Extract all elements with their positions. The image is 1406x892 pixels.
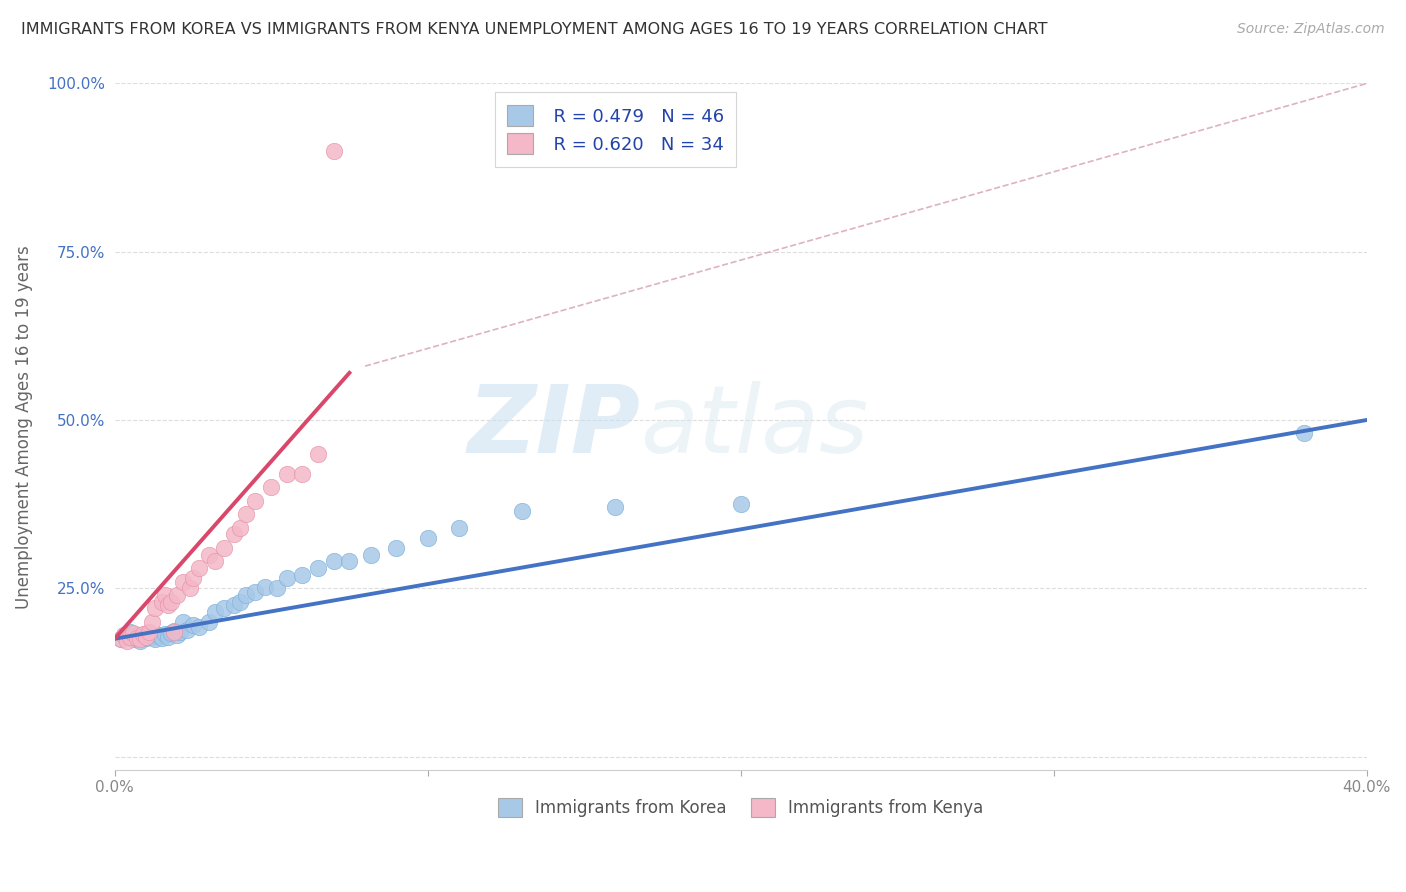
Point bbox=[222, 527, 245, 541]
Point bbox=[307, 447, 329, 461]
Point bbox=[276, 571, 298, 585]
Point bbox=[169, 625, 191, 640]
Point bbox=[1294, 426, 1316, 441]
Point bbox=[150, 631, 173, 645]
Point bbox=[128, 632, 150, 647]
Point bbox=[125, 628, 148, 642]
Text: atlas: atlas bbox=[641, 381, 869, 472]
Point bbox=[179, 581, 201, 595]
Point bbox=[135, 630, 157, 644]
Point bbox=[122, 632, 145, 646]
Text: Source: ZipAtlas.com: Source: ZipAtlas.com bbox=[1237, 22, 1385, 37]
Point bbox=[222, 598, 245, 612]
Point bbox=[172, 574, 194, 589]
Point bbox=[181, 571, 204, 585]
Point bbox=[339, 554, 361, 568]
Point bbox=[122, 626, 145, 640]
Point bbox=[197, 548, 219, 562]
Point bbox=[291, 567, 314, 582]
Point bbox=[416, 531, 439, 545]
Text: IMMIGRANTS FROM KOREA VS IMMIGRANTS FROM KENYA UNEMPLOYMENT AMONG AGES 16 TO 19 : IMMIGRANTS FROM KOREA VS IMMIGRANTS FROM… bbox=[21, 22, 1047, 37]
Point bbox=[120, 625, 142, 640]
Point bbox=[141, 630, 163, 644]
Point bbox=[360, 548, 382, 562]
Point bbox=[128, 633, 150, 648]
Point bbox=[291, 467, 314, 481]
Point bbox=[160, 625, 183, 640]
Point bbox=[120, 630, 142, 644]
Point bbox=[245, 584, 267, 599]
Point bbox=[188, 620, 211, 634]
Point bbox=[266, 581, 288, 595]
Point bbox=[212, 601, 235, 615]
Y-axis label: Unemployment Among Ages 16 to 19 years: Unemployment Among Ages 16 to 19 years bbox=[15, 244, 32, 608]
Point bbox=[115, 633, 138, 648]
Point bbox=[143, 601, 166, 615]
Point bbox=[160, 595, 183, 609]
Point bbox=[153, 627, 176, 641]
Point bbox=[135, 627, 157, 641]
Point bbox=[143, 632, 166, 647]
Point bbox=[150, 595, 173, 609]
Point bbox=[307, 561, 329, 575]
Point bbox=[156, 630, 179, 644]
Legend: Immigrants from Korea, Immigrants from Kenya: Immigrants from Korea, Immigrants from K… bbox=[492, 791, 990, 823]
Point bbox=[148, 628, 170, 642]
Point bbox=[112, 628, 135, 642]
Point bbox=[166, 628, 188, 642]
Text: ZIP: ZIP bbox=[468, 381, 641, 473]
Point bbox=[163, 624, 186, 639]
Point bbox=[153, 588, 176, 602]
Point bbox=[730, 497, 752, 511]
Point bbox=[163, 625, 186, 640]
Point bbox=[172, 615, 194, 629]
Point bbox=[447, 521, 470, 535]
Point bbox=[204, 554, 226, 568]
Point bbox=[135, 631, 157, 645]
Point bbox=[322, 144, 344, 158]
Point bbox=[253, 580, 276, 594]
Point bbox=[176, 623, 198, 637]
Point bbox=[110, 632, 132, 646]
Point bbox=[245, 493, 267, 508]
Point bbox=[132, 627, 155, 641]
Point bbox=[156, 598, 179, 612]
Point bbox=[229, 595, 252, 609]
Point bbox=[235, 588, 257, 602]
Point bbox=[141, 615, 163, 629]
Point bbox=[510, 504, 533, 518]
Point bbox=[125, 631, 148, 645]
Point bbox=[212, 541, 235, 555]
Point bbox=[110, 632, 132, 646]
Point bbox=[229, 521, 252, 535]
Point bbox=[385, 541, 408, 555]
Point bbox=[605, 500, 627, 515]
Point bbox=[132, 630, 155, 644]
Point bbox=[188, 561, 211, 575]
Point bbox=[181, 618, 204, 632]
Point bbox=[235, 507, 257, 521]
Point bbox=[260, 480, 283, 494]
Point bbox=[276, 467, 298, 481]
Point bbox=[166, 588, 188, 602]
Point bbox=[197, 615, 219, 629]
Point bbox=[322, 554, 344, 568]
Point bbox=[112, 628, 135, 642]
Point bbox=[138, 625, 160, 640]
Point bbox=[204, 605, 226, 619]
Point bbox=[138, 626, 160, 640]
